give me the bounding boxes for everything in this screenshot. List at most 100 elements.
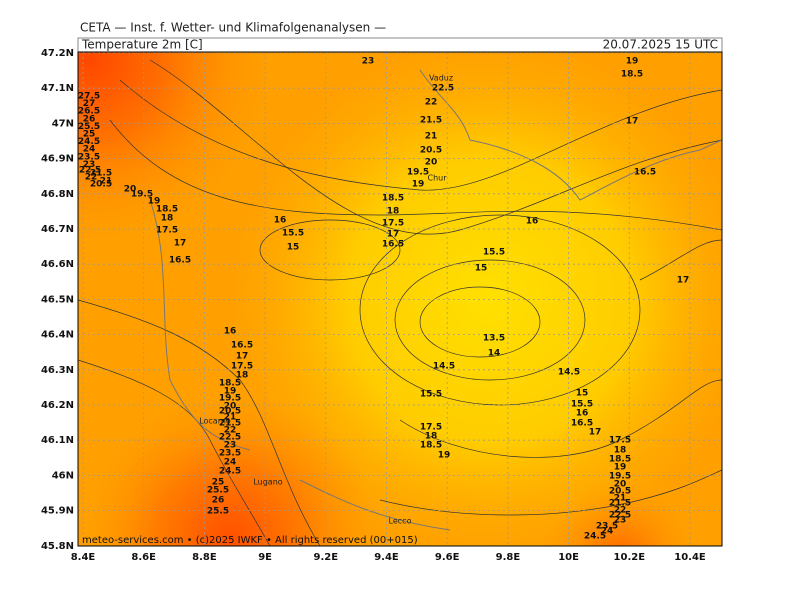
contour-label: 17: [387, 230, 400, 240]
contour-label: 19: [626, 57, 639, 67]
contour-label: 22.5: [432, 84, 454, 94]
contour-label: 15.5: [282, 229, 304, 239]
contour-label: 19.5: [609, 472, 631, 482]
y-tick-label: 46.1N: [41, 435, 74, 446]
x-tick-label: 10.4E: [674, 552, 706, 563]
contour-label: 18.5: [609, 455, 631, 465]
contour-label: 22: [425, 98, 438, 108]
y-tick-label: 46.2N: [41, 400, 74, 411]
contour-label: 14.5: [558, 368, 580, 378]
contour-label: 22.5: [219, 433, 241, 443]
contour-label: 18.5: [156, 205, 178, 215]
x-tick-label: 9.2E: [314, 552, 339, 563]
contour-label: 16.5: [571, 419, 593, 429]
contour-label: 16: [224, 327, 237, 337]
contour-label: 20.5: [219, 407, 241, 417]
contour-label: 18: [614, 446, 627, 456]
contour-label: 24: [83, 145, 96, 155]
contour-label: 25.5: [78, 122, 100, 132]
contour-label: 14.5: [433, 362, 455, 372]
contour-label: 17.5: [609, 436, 631, 446]
contour-label: 26: [83, 114, 96, 124]
contour-label: 19.5: [407, 168, 429, 178]
contour-label: 17.5: [382, 219, 404, 229]
contour-label: 20.5: [90, 180, 112, 190]
contour-label: 23.5: [219, 449, 241, 459]
contour-label: 14: [488, 349, 501, 359]
contour-label: 19: [614, 463, 627, 473]
contour-label: 21: [100, 177, 113, 187]
place-name: Lecco: [389, 517, 412, 526]
contour-label: 23: [362, 57, 375, 67]
contour-label: 24.5: [78, 137, 100, 147]
place-name: Chur: [427, 174, 447, 183]
contour-label: 21: [425, 132, 438, 142]
contour-label: 21.5: [609, 499, 631, 509]
x-tick-label: 8.6E: [131, 552, 156, 563]
contour-label: 19.5: [219, 394, 241, 404]
contour-label: 20: [425, 158, 438, 168]
contour-label: 18.5: [382, 194, 404, 204]
contour-label: 18.5: [219, 379, 241, 389]
contour-label: 17: [677, 276, 690, 286]
place-name: Vaduz: [429, 74, 453, 83]
contour-label: 19: [438, 451, 451, 461]
contour-label: 23.5: [78, 152, 100, 162]
contour-label: 15: [576, 389, 589, 399]
y-tick-label: 45.9N: [41, 506, 74, 517]
contour-label: 21.5: [90, 169, 112, 179]
contour-label: 20.5: [609, 487, 631, 497]
contour-label: 25.5: [207, 486, 229, 496]
contour-label: 17: [174, 239, 187, 249]
x-tick-label: 9E: [258, 552, 272, 563]
x-tick-label: 10E: [558, 552, 579, 563]
y-tick-label: 46.6N: [41, 259, 74, 270]
x-tick-label: 9.6E: [435, 552, 460, 563]
y-tick-label: 47.1N: [41, 83, 74, 94]
contour-label: 27: [83, 99, 96, 109]
contour-label: 15: [287, 243, 300, 253]
contour-label: 18: [425, 432, 438, 442]
contour-label: 19: [224, 387, 237, 397]
contour-label: 18: [236, 371, 249, 381]
contour-label: 25.5: [207, 507, 229, 517]
place-name: Lugano: [253, 478, 282, 487]
contour-label: 21: [614, 494, 627, 504]
field: [78, 52, 722, 546]
contour-label: 24: [601, 527, 614, 537]
contour-label: 22: [614, 506, 627, 516]
contour-label: 15.5: [571, 400, 593, 410]
x-tick-label: 8.8E: [192, 552, 217, 563]
contour-label: 22: [224, 426, 237, 436]
contour-label: 13.5: [483, 334, 505, 344]
contour-label: 20: [124, 185, 137, 195]
contour-label: 23: [614, 516, 627, 526]
y-tick-label: 47.2N: [41, 48, 74, 59]
contour-label: 23: [224, 441, 237, 451]
x-tick-label: 9.8E: [496, 552, 521, 563]
contour-label: 25: [83, 130, 96, 140]
contour-label: 24.5: [584, 532, 606, 542]
contour-label: 15: [475, 264, 488, 274]
contour-label: 23: [83, 160, 96, 170]
y-tick-label: 46.4N: [41, 330, 74, 341]
contour-label: 17.5: [156, 226, 178, 236]
contour-label: 26: [212, 496, 225, 506]
x-tick-label: 8.4E: [71, 552, 96, 563]
contour-label: 20.5: [420, 146, 442, 156]
frame: [77, 51, 723, 547]
y-tick-label: 46.3N: [41, 365, 74, 376]
contour-label: 21.5: [420, 116, 442, 126]
y-tick-label: 46.5N: [41, 294, 74, 305]
contour-label: 21.5: [219, 419, 241, 429]
x-tick-label: 9.4E: [374, 552, 399, 563]
contour-label: 16: [576, 409, 589, 419]
contour-label: 16: [526, 217, 539, 227]
y-tick-label: 46.7N: [41, 224, 74, 235]
contour-label: 18.5: [420, 441, 442, 451]
contour-label: 19: [412, 180, 425, 190]
y-tick-label: 46N: [52, 470, 74, 481]
y-tick-label: 45.8N: [41, 541, 74, 552]
contour-label: 24: [224, 458, 237, 468]
